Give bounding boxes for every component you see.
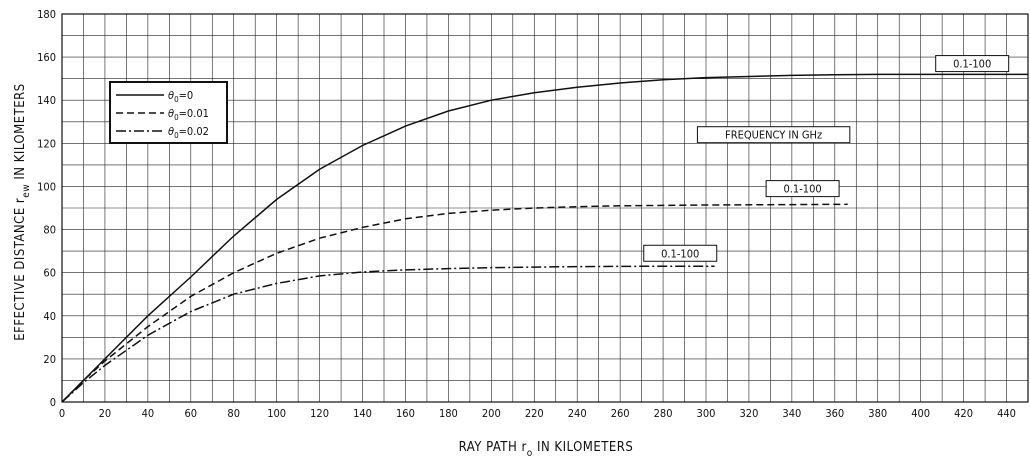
x-tick-label: 140 [353, 407, 372, 420]
annotation-box [765, 180, 840, 198]
y-tick-label: 20 [43, 353, 56, 366]
annotation-label: 0.1-100 [783, 183, 821, 196]
x-tick-label: 400 [911, 407, 930, 420]
grid [61, 13, 1029, 403]
x-tick-label: 280 [654, 407, 673, 420]
x-tick-label: 60 [185, 407, 198, 420]
plot-frame [61, 13, 1029, 403]
curves [61, 73, 1028, 403]
y-tick-label: 160 [37, 51, 56, 64]
y-axis-title: EFFECTIVE DISTANCE rew IN KILOMETERS [13, 83, 32, 340]
x-tick-label: 80 [227, 407, 240, 420]
x-axis-title: RAY PATH ro IN KILOMETERS [459, 440, 634, 459]
y-tick-label: 0 [50, 396, 56, 409]
y-tick-label: 180 [37, 8, 56, 21]
x-tick-label: 220 [525, 407, 544, 420]
x-tick-label: 180 [439, 407, 458, 420]
annotation-box [643, 244, 718, 262]
x-tick-label: 160 [396, 407, 415, 420]
x-tick-label: 320 [739, 407, 758, 420]
x-tick-label: 340 [782, 407, 801, 420]
y-tick-label: 140 [37, 94, 56, 107]
x-tick-label: 40 [142, 407, 155, 420]
legend-label: θ0=0 [168, 89, 193, 104]
x-tick-label: 260 [611, 407, 630, 420]
annotation-label: 0.1-100 [953, 58, 991, 71]
legend-label: θ0=0.02 [168, 125, 209, 140]
plot-border [61, 13, 1029, 403]
annotations: 0.1-100 0.1-100 0.1-100 FREQUENCY IN GHz [643, 55, 1010, 262]
x-tick-label: 100 [267, 407, 286, 420]
x-tick-label: 300 [697, 407, 716, 420]
y-tick-label: 40 [43, 310, 56, 323]
series-line-2 [61, 265, 715, 403]
annotation-box [696, 126, 851, 144]
x-tick-label: 360 [825, 407, 844, 420]
x-tick-label: 20 [99, 407, 112, 420]
x-tick-label: 200 [482, 407, 501, 420]
series-line-1 [61, 203, 848, 403]
y-tick-label: 120 [37, 137, 56, 150]
x-tick-label: 120 [310, 407, 329, 420]
y-tick-label: 100 [37, 180, 56, 193]
x-tick-labels: 0 20 40 60 80 100 120 140 160 180 200 220 240 260 280 3… [59, 407, 1016, 420]
x-tick-label: 380 [868, 407, 887, 420]
x-tick-label: 240 [568, 407, 587, 420]
series-line-0 [61, 73, 1028, 403]
y-tick-label: 80 [43, 224, 56, 237]
legend: θ0=0 θ0=0.01 θ0=0.02 [109, 81, 228, 144]
y-tick-label: 60 [43, 267, 56, 280]
annotation-label: 0.1-100 [661, 247, 699, 260]
annotation-label: FREQUENCY IN GHz [725, 129, 822, 142]
x-tick-label: 420 [954, 407, 973, 420]
annotation-box [935, 55, 1010, 73]
x-tick-label: 0 [59, 407, 65, 420]
y-tick-labels: 0 20 40 60 80 100 120 140 160 180 [37, 8, 56, 409]
x-tick-label: 440 [997, 407, 1016, 420]
legend-label: θ0=0.01 [168, 107, 209, 122]
